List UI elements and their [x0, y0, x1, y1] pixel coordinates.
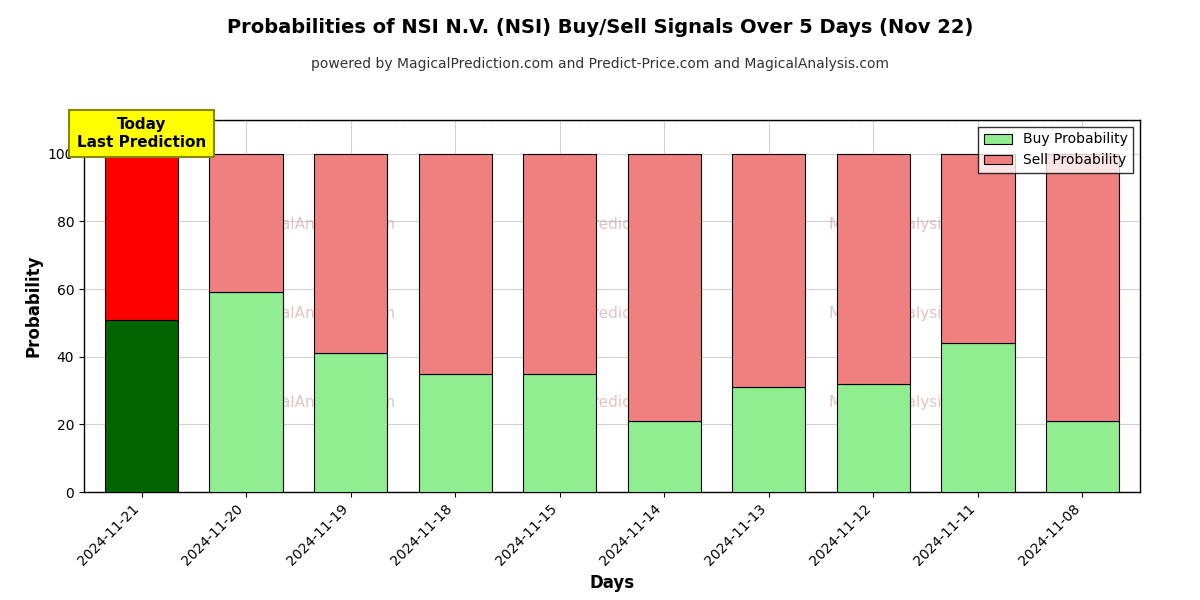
Text: MagicalPrediction.com: MagicalPrediction.com [526, 217, 698, 232]
Bar [104, 320, 178, 492]
Bar [1046, 421, 1120, 492]
Bar [1046, 154, 1120, 421]
Text: Probabilities of NSI N.V. (NSI) Buy/Sell Signals Over 5 Days (Nov 22): Probabilities of NSI N.V. (NSI) Buy/Sell… [227, 18, 973, 37]
Text: MagicalPrediction.com: MagicalPrediction.com [526, 395, 698, 410]
Bar [104, 154, 178, 320]
Bar [419, 154, 492, 374]
Text: MagicalAnalysis.com: MagicalAnalysis.com [236, 395, 396, 410]
Text: MagicalAnalysis.com: MagicalAnalysis.com [236, 217, 396, 232]
Bar [732, 154, 805, 387]
Bar [523, 374, 596, 492]
Bar [836, 384, 910, 492]
Bar [210, 154, 283, 292]
Bar [314, 353, 388, 492]
Bar [419, 374, 492, 492]
Text: MagicalAnalysis.com: MagicalAnalysis.com [236, 306, 396, 321]
Bar [210, 292, 283, 492]
Bar [941, 154, 1014, 343]
Bar [523, 154, 596, 374]
Y-axis label: Probability: Probability [24, 255, 42, 357]
Bar [628, 421, 701, 492]
Text: MagicalAnalysis.com: MagicalAnalysis.com [828, 395, 988, 410]
Text: MagicalPrediction.com: MagicalPrediction.com [526, 306, 698, 321]
Bar [941, 343, 1014, 492]
X-axis label: Days: Days [589, 574, 635, 592]
Text: powered by MagicalPrediction.com and Predict-Price.com and MagicalAnalysis.com: powered by MagicalPrediction.com and Pre… [311, 57, 889, 71]
Bar [836, 154, 910, 384]
Text: Today
Last Prediction: Today Last Prediction [77, 118, 206, 150]
Bar [314, 154, 388, 353]
Bar [732, 387, 805, 492]
Bar [628, 154, 701, 421]
Text: MagicalAnalysis.com: MagicalAnalysis.com [828, 217, 988, 232]
Text: MagicalAnalysis.com: MagicalAnalysis.com [828, 306, 988, 321]
Legend: Buy Probability, Sell Probability: Buy Probability, Sell Probability [978, 127, 1133, 173]
